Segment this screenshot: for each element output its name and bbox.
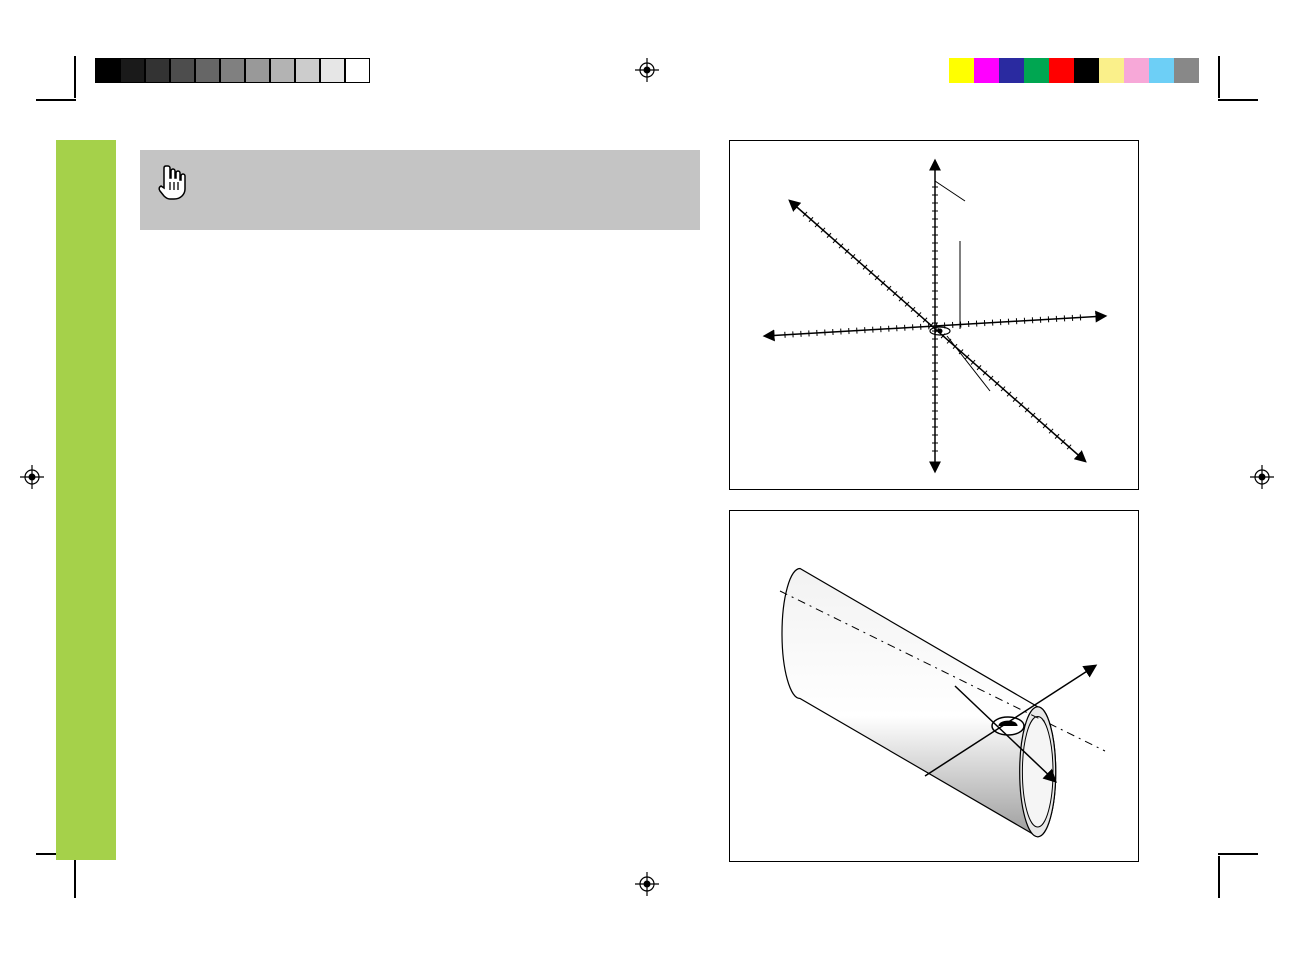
registration-mark-icon — [635, 872, 659, 896]
color-swatch — [949, 58, 974, 83]
crop-mark — [74, 856, 76, 898]
figure-cylinder-datum — [729, 510, 1139, 862]
section-sidebar — [56, 140, 116, 860]
crop-mark — [1218, 56, 1220, 98]
crop-mark — [1218, 856, 1220, 898]
color-swatch — [1174, 58, 1199, 83]
color-swatch — [974, 58, 999, 83]
grey-swatch — [220, 58, 245, 83]
grey-swatch — [145, 58, 170, 83]
greyscale-bar — [95, 58, 370, 83]
grey-swatch — [170, 58, 195, 83]
print-page — [0, 0, 1294, 954]
registration-mark-icon — [20, 465, 44, 489]
grey-swatch — [270, 58, 295, 83]
crop-mark — [36, 99, 76, 101]
grey-swatch — [195, 58, 220, 83]
registration-mark-icon — [1250, 465, 1274, 489]
color-swatch — [1099, 58, 1124, 83]
grey-swatch — [345, 58, 370, 83]
color-bar — [949, 58, 1199, 83]
color-swatch — [999, 58, 1024, 83]
figure-coordinate-system — [729, 140, 1139, 490]
color-swatch — [1074, 58, 1099, 83]
grey-swatch — [320, 58, 345, 83]
grey-swatch — [95, 58, 120, 83]
registration-mark-icon — [635, 58, 659, 82]
color-swatch — [1149, 58, 1174, 83]
color-swatch — [1124, 58, 1149, 83]
grey-swatch — [295, 58, 320, 83]
crop-mark — [74, 56, 76, 98]
crop-mark — [1218, 853, 1258, 855]
pointing-hand-icon — [158, 164, 186, 204]
color-swatch — [1049, 58, 1074, 83]
crop-mark — [1218, 99, 1258, 101]
color-swatch — [1024, 58, 1049, 83]
note-box — [140, 150, 700, 230]
grey-swatch — [245, 58, 270, 83]
grey-swatch — [120, 58, 145, 83]
